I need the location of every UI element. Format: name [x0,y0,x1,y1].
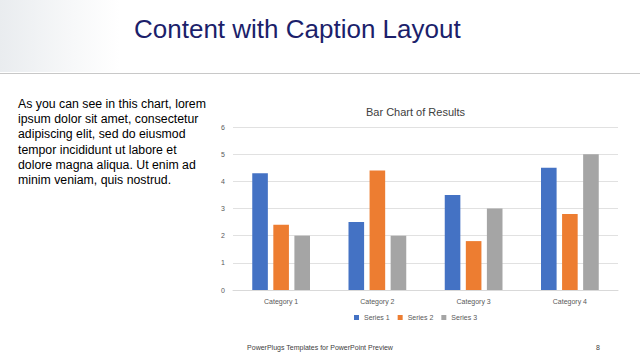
svg-text:Series 2: Series 2 [408,314,434,321]
svg-text:1: 1 [221,259,225,266]
svg-text:Series 1: Series 1 [364,314,390,321]
svg-text:Category 4: Category 4 [553,298,587,306]
svg-text:Bar Chart of Results: Bar Chart of Results [366,106,466,118]
svg-text:Category 2: Category 2 [360,298,394,306]
html-text:Content with Caption Layout: Content with Caption Layout [134,14,461,44]
svg-text:2: 2 [221,232,225,239]
svg-text:Category 1: Category 1 [264,298,298,306]
svg-text:5: 5 [221,151,225,158]
html-text:8: 8 [596,344,600,351]
svg-text:0: 0 [221,287,225,294]
svg-text:6: 6 [221,124,225,131]
svg-text:4: 4 [221,178,225,185]
html-text:PowerPlugs Templates for Power: PowerPlugs Templates for PowerPoint Prev… [247,344,393,351]
svg-text:Series 3: Series 3 [451,314,477,321]
svg-text:Category 3: Category 3 [457,298,491,306]
svg-text:3: 3 [221,205,225,212]
html-text:As you can see in this chart,: As you can see in this chart, lorem ipsu… [18,97,206,187]
